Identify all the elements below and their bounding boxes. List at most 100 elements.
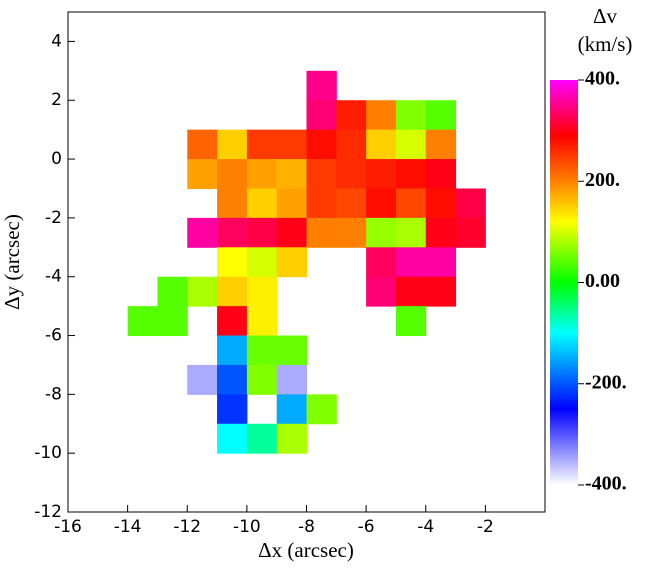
cell [276,247,307,278]
colorbar-tick-label: -200. [585,371,627,393]
cell [246,423,278,454]
x-tick-label: -10 [233,517,261,537]
cell [425,188,457,219]
cell [366,100,397,131]
y-tick-label: -8 [45,384,62,404]
cell [217,247,248,278]
cell [306,394,337,425]
cell [246,129,278,160]
cell [306,100,337,131]
cell [425,159,457,189]
cell [425,129,457,160]
cell [366,217,397,248]
cell [157,276,188,307]
cell [217,335,248,366]
cell [306,217,337,248]
cell [395,276,427,307]
y-tick-label: -10 [34,443,62,463]
colorbar-label: (km/s) [578,32,633,56]
y-tick-label: -4 [45,267,62,287]
cell [306,129,337,160]
cell [246,159,278,189]
cell [187,129,218,160]
cell [127,306,158,337]
x-tick-label: -2 [477,517,494,537]
cell [366,276,397,307]
cell [217,129,248,160]
cell [336,188,367,219]
cell [395,188,427,219]
cell [276,188,307,219]
cell [336,100,367,131]
cell [306,188,337,219]
y-tick-label: -2 [45,208,62,228]
cell [306,70,337,101]
cell [395,217,427,248]
cell [425,217,457,248]
cell [246,188,278,219]
x-tick-label: -8 [298,517,315,537]
y-tick-label: 4 [51,31,62,51]
cell [246,364,278,395]
cell [246,335,278,366]
cell [425,247,457,278]
map [127,70,486,454]
cell [246,247,278,278]
cell [395,129,427,160]
cell [395,100,427,131]
cell [217,276,248,307]
cell [395,159,427,189]
x-tick-label: -12 [173,517,201,537]
colorbar [550,80,578,485]
cell [366,129,397,160]
cell [217,364,248,395]
cell [276,217,307,248]
colorbar-label: Δv [593,4,618,28]
cell [425,100,457,131]
cell [246,276,278,307]
cell [366,247,397,278]
cell [217,188,248,219]
cell [157,306,188,337]
cell [217,217,248,248]
cell [455,217,486,248]
cell [336,129,367,160]
cell [336,217,367,248]
cell [276,423,307,454]
cell [276,394,307,425]
cell [187,217,218,248]
cell [366,188,397,219]
cell [395,247,427,278]
cell [306,159,337,189]
y-tick-label: -12 [34,502,62,522]
cell [276,335,307,366]
cell [425,276,457,307]
y-axis-label: Δy (arcsec) [0,214,24,310]
cell [217,394,248,425]
colorbar-tick-label: 0.00 [585,270,620,292]
x-tick-label: -4 [417,517,434,537]
cell [276,129,307,160]
x-tick-label: -6 [358,517,375,537]
y-tick-label: -6 [45,326,62,346]
colorbar-tick-label: 400. [585,68,620,90]
cell [395,306,427,337]
x-tick-label: -14 [114,517,142,537]
cell [187,276,218,307]
colorbar-tick-label: 200. [585,169,620,191]
cell [276,159,307,189]
y-tick-label: 0 [51,149,62,169]
cell [217,423,248,454]
cell [187,159,218,189]
cell [217,306,248,337]
cell [336,159,367,189]
x-axis-label: Δx (arcsec) [258,538,354,562]
cell [366,159,397,189]
colorbar-tick-label: -400. [585,473,627,495]
cell [187,364,218,395]
cell [246,217,278,248]
cell [455,188,486,219]
y-tick-label: 2 [51,90,62,110]
cell [276,364,307,395]
